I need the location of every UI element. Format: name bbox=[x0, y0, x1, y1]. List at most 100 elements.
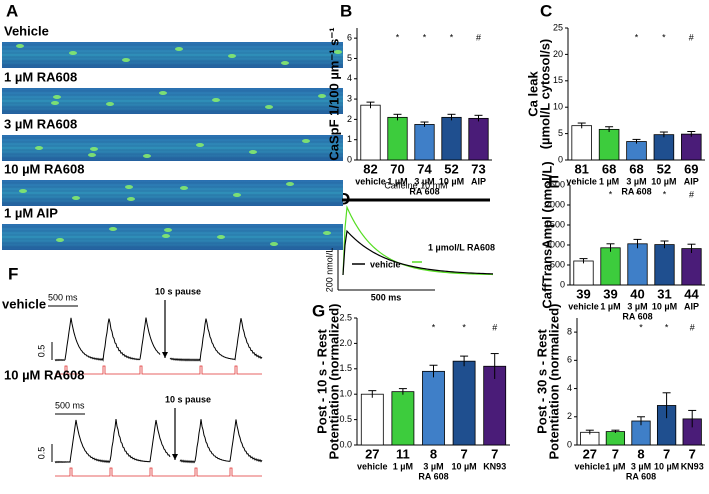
y-tick-label: 2000 bbox=[545, 199, 565, 209]
group-label: RA 608 bbox=[409, 186, 439, 196]
trace-green bbox=[342, 205, 494, 276]
significance-mark: # bbox=[689, 189, 694, 199]
n-label: 11 bbox=[396, 446, 410, 461]
pause-label: 10 s pause bbox=[165, 394, 211, 404]
n-label: 68 bbox=[629, 161, 643, 176]
x-tick-label: KN93 bbox=[483, 461, 506, 471]
y-tick-label: 1.5 bbox=[339, 363, 352, 373]
y-tick-label: 6 bbox=[347, 33, 352, 43]
y-tick-label: 20 bbox=[553, 49, 563, 59]
force-trace bbox=[54, 317, 161, 362]
x-tick-label: vehicle bbox=[357, 461, 388, 471]
x-tick-label: vehicle bbox=[566, 176, 597, 186]
pause-arrowhead bbox=[162, 352, 168, 358]
n-label: 31 bbox=[657, 286, 671, 301]
x-tick-label: 1 µM bbox=[393, 461, 413, 471]
n-label: 7 bbox=[663, 446, 670, 461]
y-axis-label: CaffTransAmpl (nmol/L) bbox=[539, 161, 554, 308]
significance-mark: # bbox=[689, 32, 694, 42]
stimulus-trace bbox=[55, 365, 262, 375]
spark bbox=[125, 185, 133, 189]
y-tick-label: 0.0 bbox=[339, 439, 352, 449]
scale-x-label: 500 ms bbox=[55, 400, 85, 410]
x-tick-label: 10 µM bbox=[651, 176, 676, 186]
spark bbox=[143, 154, 151, 158]
significance-mark: * bbox=[635, 32, 639, 42]
y-tick-label: 4 bbox=[347, 73, 352, 83]
stimulus-trace bbox=[55, 467, 262, 477]
x-tick-label: vehicle bbox=[355, 176, 386, 186]
n-label: 7 bbox=[491, 446, 498, 461]
y-axis-label: Post - 10 s - Rest bbox=[314, 328, 329, 433]
x-tick-label: 1 µM bbox=[600, 301, 620, 311]
group-label: RA 608 bbox=[418, 471, 448, 481]
n-label: 74 bbox=[417, 161, 432, 176]
bar bbox=[681, 133, 702, 161]
y-axis-label: Potentiation (normalized) bbox=[326, 304, 341, 460]
n-label: 7 bbox=[460, 446, 467, 461]
image-label: Vehicle bbox=[4, 23, 49, 38]
y-tick-label: 500 bbox=[550, 259, 565, 269]
y-tick-label: 0 bbox=[558, 154, 563, 164]
n-label: 81 bbox=[574, 161, 588, 176]
force-trace bbox=[54, 418, 171, 464]
spark bbox=[175, 47, 183, 51]
n-label: 7 bbox=[612, 446, 619, 461]
spark bbox=[249, 150, 257, 154]
bar bbox=[573, 260, 594, 286]
y-tick-label: 0 bbox=[560, 279, 565, 289]
spark bbox=[212, 98, 220, 102]
significance-mark: * bbox=[639, 322, 643, 332]
bar bbox=[452, 360, 476, 446]
spark bbox=[53, 95, 61, 99]
y-tick-label: 2.5 bbox=[339, 312, 352, 322]
panel-letter: A bbox=[6, 1, 18, 20]
significance-mark: * bbox=[423, 32, 427, 42]
x-tick-label: 3 µM bbox=[631, 461, 651, 471]
spark bbox=[217, 235, 225, 239]
y-tick-label: 3 bbox=[347, 93, 352, 103]
x-tick-label: AIP bbox=[684, 176, 699, 186]
linescan-image bbox=[2, 224, 343, 250]
bar bbox=[681, 248, 702, 286]
spark bbox=[35, 146, 43, 150]
x-tick-label: vehicle bbox=[568, 301, 599, 311]
n-label: 52 bbox=[444, 161, 458, 176]
panel-letter: C bbox=[540, 1, 552, 20]
n-label: 7 bbox=[689, 446, 696, 461]
spark bbox=[122, 58, 130, 62]
n-label: 27 bbox=[365, 446, 379, 461]
bar bbox=[571, 125, 592, 161]
bar bbox=[626, 141, 647, 161]
bar bbox=[360, 393, 384, 446]
panel-letter: G bbox=[312, 301, 325, 320]
x-tick-label: 10 µM bbox=[439, 176, 464, 186]
y-tick-label: 2.0 bbox=[339, 338, 352, 348]
n-label: 40 bbox=[630, 286, 644, 301]
scale-x-label: 500 ms bbox=[48, 292, 78, 302]
y-tick-label: 2 bbox=[347, 114, 352, 124]
x-tick-label: 10 µM bbox=[451, 461, 476, 471]
n-label: 39 bbox=[576, 286, 590, 301]
trace-black bbox=[342, 229, 494, 276]
group-label: RA 608 bbox=[626, 471, 656, 481]
y-axis-label: Post - 30 s - Rest bbox=[534, 328, 549, 433]
y-tick-label: 1500 bbox=[545, 219, 565, 229]
x-tick-label: 3 µM bbox=[627, 301, 647, 311]
caffeine-label: Caffeine 10 mM bbox=[384, 180, 447, 190]
panel-letter: F bbox=[8, 264, 18, 283]
spark bbox=[323, 231, 331, 235]
y-tick-label: 1 bbox=[347, 134, 352, 144]
n-label: 52 bbox=[657, 161, 671, 176]
y-tick-label: 1000 bbox=[545, 239, 565, 249]
row-label: 10 µM RA608 bbox=[4, 367, 84, 382]
y-axis-label: (µmol/L cytosol/s) bbox=[537, 39, 552, 150]
y-tick-label: 2 bbox=[567, 411, 572, 421]
spark bbox=[196, 143, 204, 147]
y-tick-label: 4 bbox=[567, 383, 572, 393]
spark bbox=[318, 94, 326, 98]
linescan-image bbox=[2, 42, 343, 68]
spark bbox=[16, 44, 24, 48]
panel-letter: B bbox=[340, 1, 352, 20]
